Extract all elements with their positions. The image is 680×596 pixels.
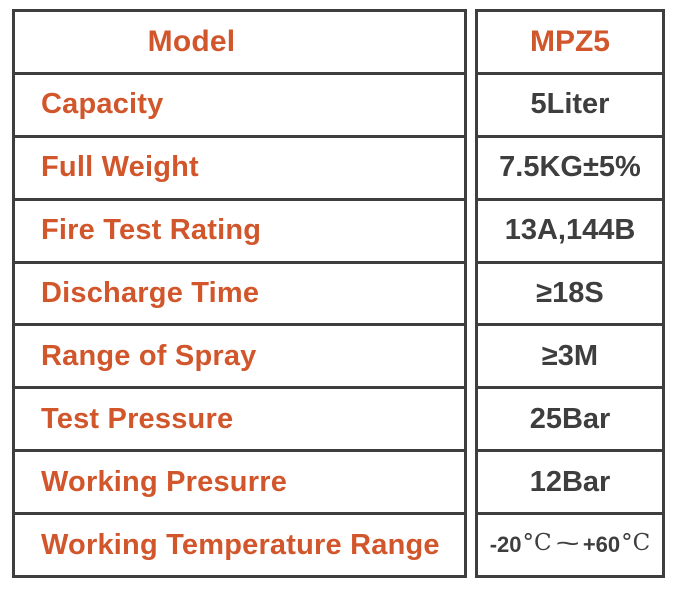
spec-value-cell: 7.5KG±5%	[478, 134, 662, 198]
spec-label-cell: Working Presurre	[15, 449, 464, 512]
range-tilde: ~	[555, 528, 580, 559]
spec-label-cell: Discharge Time	[15, 260, 464, 324]
spec-value-cell: -20 °C ~ +60 °C	[478, 512, 662, 575]
celsius-unit: °C	[621, 529, 651, 556]
spec-label-cell: Range of Spray	[15, 323, 464, 386]
spec-label-cell: Test Pressure	[15, 386, 464, 449]
spec-table: Model Capacity Full Weight Fire Test Rating…	[12, 9, 665, 578]
spec-value-cell: ≥18S	[478, 260, 662, 324]
spec-value-cell: 13A,144B	[478, 197, 662, 261]
celsius-unit: °C	[522, 529, 552, 556]
spec-value-cell: ≥3M	[478, 323, 662, 386]
label-column: Model Capacity Full Weight Fire Test Rating…	[12, 9, 467, 578]
header-value-cell: MPZ5	[529, 24, 610, 58]
spec-label-cell: Working Temperature Range	[15, 512, 464, 575]
spec-value-cell: 25Bar	[478, 386, 662, 449]
spec-value-cell: 12Bar	[478, 449, 662, 512]
spec-value-cell: 5Liter	[478, 71, 662, 135]
value-column: MPZ5 5Liter 7.5KG±5% 13A,144B ≥18S ≥3M 25Bar 12…	[475, 9, 665, 578]
spec-label-cell: Full Weight	[15, 134, 464, 198]
column-divider-gap	[467, 9, 475, 578]
spec-label-cell: Capacity	[15, 71, 464, 135]
header-label-cell: Model	[147, 24, 236, 58]
spec-label-cell: Fire Test Rating	[15, 197, 464, 261]
